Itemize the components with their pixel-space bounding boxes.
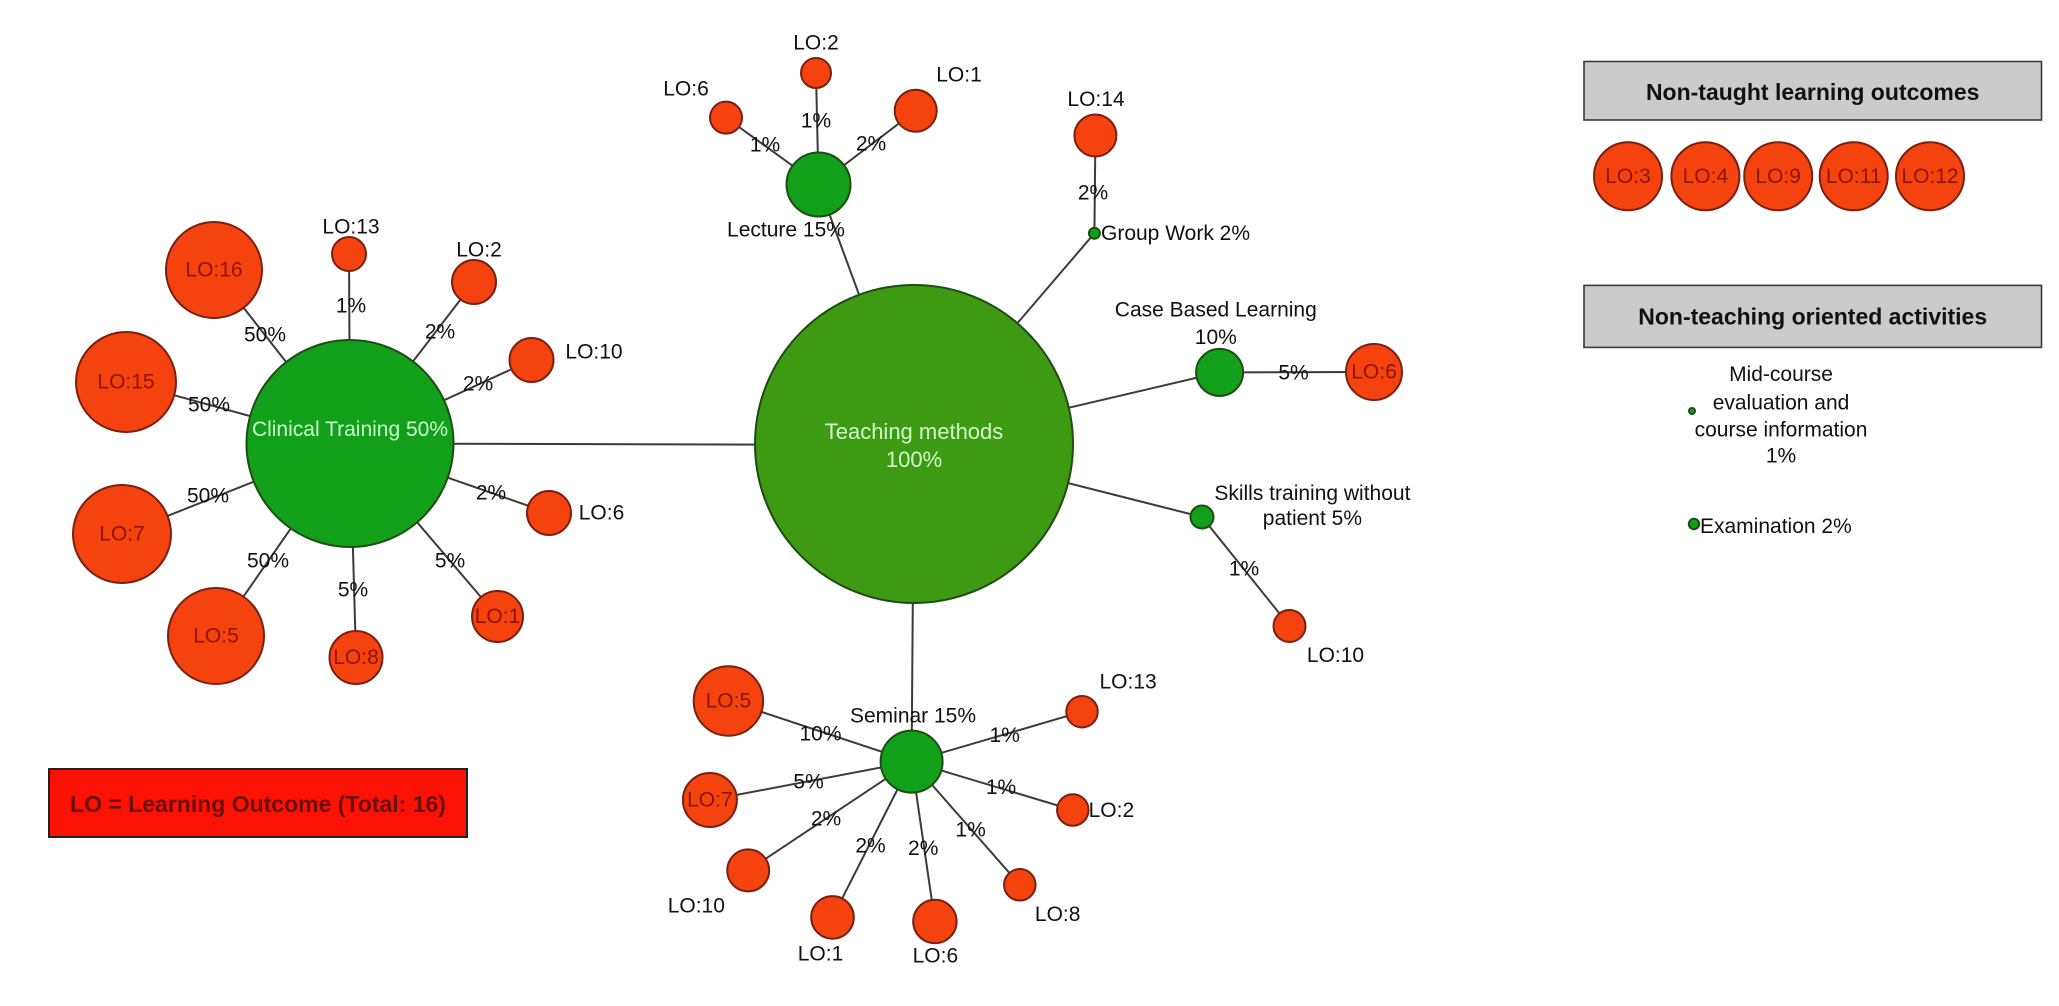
svg-text:LO:7: LO:7 — [687, 789, 733, 812]
svg-text:LO:10: LO:10 — [1307, 644, 1364, 667]
svg-text:LO:13: LO:13 — [322, 216, 379, 239]
svg-text:Clinical Training 50%: Clinical Training 50% — [252, 418, 448, 441]
svg-text:LO:10: LO:10 — [668, 895, 725, 918]
svg-text:LO:1: LO:1 — [475, 605, 521, 628]
svg-text:evaluation and: evaluation and — [1713, 392, 1850, 415]
svg-text:10%: 10% — [1195, 326, 1237, 349]
svg-text:Lecture 15%: Lecture 15% — [727, 219, 845, 242]
svg-text:50%: 50% — [187, 485, 229, 508]
svg-text:LO:1: LO:1 — [798, 943, 844, 966]
svg-text:2%: 2% — [856, 133, 886, 156]
svg-text:1%: 1% — [1229, 557, 1259, 580]
svg-text:LO:5: LO:5 — [706, 690, 752, 713]
svg-text:LO:5: LO:5 — [193, 625, 239, 648]
svg-text:Case Based Learning: Case Based Learning — [1115, 299, 1317, 322]
svg-text:Mid-course: Mid-course — [1729, 363, 1833, 386]
svg-text:2%: 2% — [908, 837, 938, 860]
svg-text:2%: 2% — [811, 808, 841, 831]
svg-text:5%: 5% — [435, 550, 465, 573]
svg-text:Seminar 15%: Seminar 15% — [850, 705, 976, 728]
svg-text:LO:6: LO:6 — [663, 78, 709, 101]
svg-text:LO:3: LO:3 — [1605, 165, 1651, 188]
svg-text:Skills training without: Skills training without — [1214, 482, 1410, 505]
svg-text:Non-teaching oriented activiti: Non-teaching oriented activities — [1638, 304, 1987, 330]
svg-text:2%: 2% — [476, 482, 506, 505]
svg-text:LO:6: LO:6 — [913, 945, 959, 968]
svg-text:10%: 10% — [799, 722, 841, 745]
svg-text:1%: 1% — [336, 295, 366, 318]
svg-text:Examination 2%: Examination 2% — [1700, 515, 1852, 538]
svg-text:1%: 1% — [801, 110, 831, 133]
svg-text:LO:4: LO:4 — [1683, 165, 1729, 188]
svg-text:LO:13: LO:13 — [1099, 671, 1156, 694]
svg-text:1%: 1% — [1766, 445, 1796, 468]
svg-text:LO:6: LO:6 — [579, 502, 625, 525]
svg-text:LO:6: LO:6 — [1351, 361, 1397, 384]
svg-text:LO:2: LO:2 — [1089, 799, 1135, 822]
svg-text:5%: 5% — [1278, 362, 1308, 385]
svg-text:LO:8: LO:8 — [1035, 903, 1081, 926]
svg-text:5%: 5% — [338, 579, 368, 602]
svg-text:LO:16: LO:16 — [185, 259, 242, 282]
svg-text:100%: 100% — [886, 447, 942, 472]
svg-text:LO:8: LO:8 — [333, 646, 379, 669]
svg-text:Group Work 2%: Group Work 2% — [1101, 222, 1250, 245]
svg-text:LO:11: LO:11 — [1826, 165, 1882, 188]
svg-text:1%: 1% — [750, 134, 780, 157]
svg-text:2%: 2% — [425, 321, 455, 344]
svg-text:Teaching methods: Teaching methods — [825, 419, 1004, 444]
svg-text:50%: 50% — [244, 324, 286, 347]
svg-text:LO:14: LO:14 — [1067, 88, 1125, 111]
svg-text:5%: 5% — [793, 771, 823, 794]
svg-text:LO:12: LO:12 — [1901, 165, 1958, 188]
svg-text:1%: 1% — [955, 819, 985, 842]
svg-text:2%: 2% — [463, 373, 493, 396]
svg-text:LO:9: LO:9 — [1755, 165, 1801, 188]
svg-text:LO:2: LO:2 — [793, 32, 839, 55]
svg-text:1%: 1% — [986, 776, 1016, 799]
svg-text:1%: 1% — [990, 724, 1020, 747]
svg-text:50%: 50% — [188, 394, 230, 417]
svg-text:course information: course information — [1695, 419, 1868, 442]
svg-text:LO:15: LO:15 — [97, 371, 154, 394]
svg-text:2%: 2% — [855, 835, 885, 858]
svg-text:patient 5%: patient 5% — [1263, 507, 1362, 530]
svg-text:LO = Learning Outcome (Total:: LO = Learning Outcome (Total: 16) — [70, 791, 446, 817]
svg-text:2%: 2% — [1078, 182, 1108, 205]
svg-text:Non-taught learning outcomes: Non-taught learning outcomes — [1646, 79, 1980, 105]
svg-text:LO:10: LO:10 — [565, 341, 622, 364]
svg-text:LO:1: LO:1 — [936, 64, 982, 87]
svg-text:LO:2: LO:2 — [456, 239, 502, 262]
svg-text:50%: 50% — [247, 550, 289, 573]
svg-text:LO:7: LO:7 — [99, 523, 145, 546]
